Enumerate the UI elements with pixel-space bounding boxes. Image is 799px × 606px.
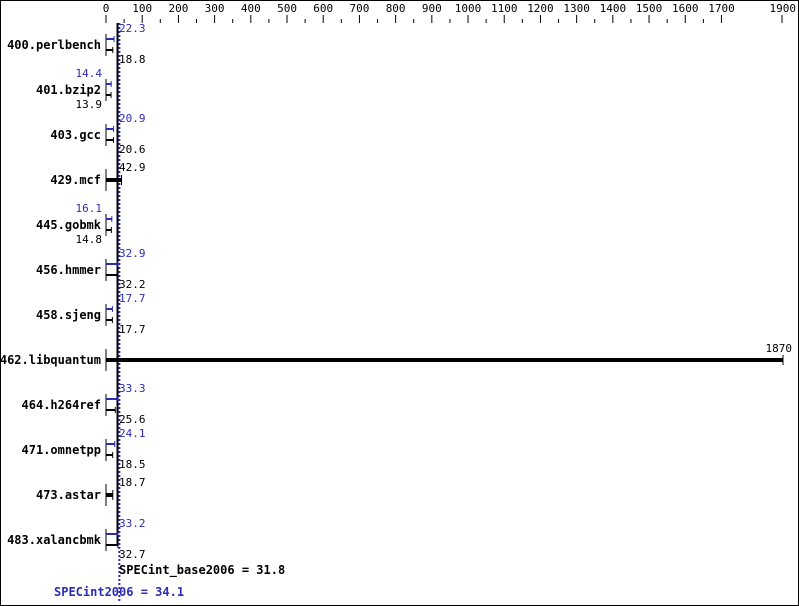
- benchmark-label: 464.h264ref: [22, 398, 101, 412]
- base-value-label: 14.8: [76, 233, 103, 246]
- benchmark-label: 471.omnetpp: [22, 443, 101, 457]
- base-bar: [106, 409, 116, 411]
- x-tick-label: 700: [349, 2, 369, 15]
- x-tick-label: 1200: [527, 2, 554, 15]
- base-bar: [106, 49, 113, 51]
- x-tick-label: 300: [205, 2, 225, 15]
- peak-value-label: 17.7: [119, 292, 146, 305]
- base-value-label: 1870: [766, 342, 793, 355]
- x-tick-label: 100: [132, 2, 152, 15]
- benchmark-label: 456.hmmer: [36, 263, 101, 277]
- peak-value-label: 16.1: [76, 202, 103, 215]
- peak-summary: SPECint2006 = 34.1: [54, 585, 185, 599]
- peak-bar: [106, 308, 113, 310]
- benchmark-label: 429.mcf: [50, 173, 101, 187]
- benchmark-label: 403.gcc: [50, 128, 101, 142]
- base-value-label: 32.7: [119, 548, 146, 561]
- base-bar: [106, 139, 114, 141]
- base-bar: [106, 178, 122, 182]
- x-tick-label: 400: [241, 2, 261, 15]
- base-value-label: 42.9: [119, 161, 146, 174]
- x-tick-label: 900: [422, 2, 442, 15]
- peak-bar: [106, 83, 112, 85]
- base-bar: [106, 544, 118, 546]
- base-value-label: 25.6: [119, 413, 146, 426]
- peak-value-label: 24.1: [119, 427, 146, 440]
- base-value-label: 18.8: [119, 53, 146, 66]
- x-tick-label: 500: [277, 2, 297, 15]
- x-tick-label: 1000: [455, 2, 482, 15]
- base-bar: [106, 493, 113, 497]
- peak-bar: [106, 218, 112, 220]
- peak-value-label: 33.3: [119, 382, 146, 395]
- base-value-label: 13.9: [76, 98, 103, 111]
- base-bar: [106, 319, 113, 321]
- base-value-label: 18.7: [119, 476, 146, 489]
- peak-bar: [106, 398, 119, 400]
- base-bar: [106, 94, 112, 96]
- base-bar: [106, 274, 118, 276]
- peak-value-label: 14.4: [76, 67, 103, 80]
- benchmark-label: 445.gobmk: [36, 218, 102, 232]
- x-tick-label: 1700: [708, 2, 735, 15]
- peak-value-label: 32.9: [119, 247, 146, 260]
- x-tick-label: 1900: [770, 2, 797, 15]
- peak-bar: [106, 38, 115, 40]
- base-value-label: 17.7: [119, 323, 146, 336]
- x-tick-label: 200: [168, 2, 188, 15]
- base-summary: SPECint_base2006 = 31.8: [119, 563, 286, 577]
- peak-bar: [106, 443, 115, 445]
- peak-bar: [106, 533, 119, 535]
- peak-value-label: 20.9: [119, 112, 146, 125]
- benchmark-label: 483.xalancbmk: [7, 533, 102, 547]
- x-tick-label: 1300: [563, 2, 590, 15]
- base-value-label: 32.2: [119, 278, 146, 291]
- benchmark-label: 473.astar: [36, 488, 101, 502]
- base-bar: [106, 229, 112, 231]
- benchmark-label: 401.bzip2: [36, 83, 101, 97]
- x-tick-label: 0: [103, 2, 110, 15]
- benchmark-label: 462.libquantum: [1, 353, 101, 367]
- peak-bar: [106, 128, 114, 130]
- x-tick-label: 1600: [672, 2, 699, 15]
- benchmark-label: 400.perlbench: [7, 38, 101, 52]
- base-bar: [106, 358, 783, 362]
- peak-value-label: 22.3: [119, 22, 146, 35]
- base-value-label: 20.6: [119, 143, 146, 156]
- base-value-label: 18.5: [119, 458, 146, 471]
- peak-value-label: 33.2: [119, 517, 146, 530]
- base-bar: [106, 454, 113, 456]
- peak-bar: [106, 263, 118, 265]
- benchmark-label: 458.sjeng: [36, 308, 101, 322]
- x-tick-label: 1500: [636, 2, 663, 15]
- x-tick-label: 1100: [491, 2, 518, 15]
- x-tick-label: 1400: [600, 2, 627, 15]
- x-tick-label: 600: [313, 2, 333, 15]
- x-tick-label: 800: [386, 2, 406, 15]
